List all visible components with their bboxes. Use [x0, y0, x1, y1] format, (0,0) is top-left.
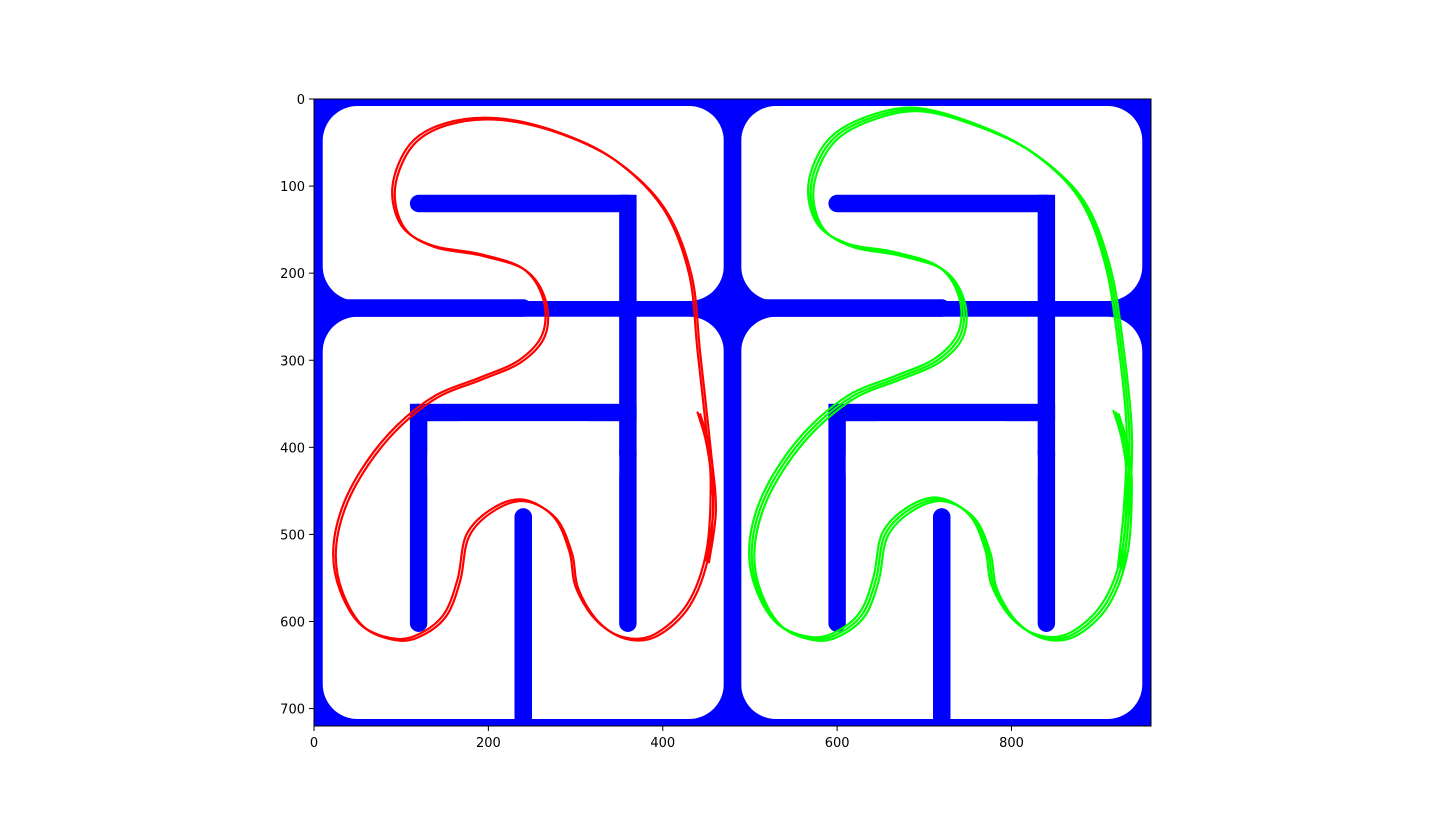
- trajectory-layer: [332, 106, 1134, 642]
- y-tick-label: 0: [297, 93, 305, 108]
- y-tick-label: 100: [280, 180, 305, 195]
- track-image: [314, 99, 1151, 726]
- wall-right-right-post: [1037, 194, 1056, 457]
- y-tick-label: 400: [280, 441, 305, 456]
- wall-right-center-post-top: [933, 508, 951, 726]
- trajectory-red-lap-2: [334, 118, 718, 642]
- wall-left-left-post: [409, 403, 428, 632]
- y-tick-label: 500: [280, 528, 305, 543]
- axes-frame: [313, 98, 1152, 727]
- x-tick-label: 800: [999, 736, 1024, 751]
- wall-right-left-post: [828, 403, 846, 632]
- x-tick-label: 600: [825, 736, 850, 751]
- y-tick-label: 600: [280, 616, 305, 631]
- trajectory-green-lap-2: [753, 110, 1134, 642]
- x-tick-label: 0: [310, 736, 318, 751]
- wall-left-top-bar: [409, 194, 637, 213]
- x-tick-label: 200: [476, 736, 501, 751]
- wall-right-right-post-lower: [1037, 442, 1056, 632]
- track-right-inner-room: [845, 421, 1038, 509]
- y-tick-label: 700: [280, 703, 305, 718]
- wall-right-mid-bar: [732, 299, 951, 317]
- wall-right-lower-bar: [828, 403, 1056, 422]
- track-left-inner-room: [427, 421, 620, 509]
- axis-ticks: 0 200 400 600 800 0 100 200 300 400 500 600 700: [280, 93, 1024, 751]
- wall-left-mid-bar: [314, 299, 532, 317]
- wall-left-right-post-lower: [619, 442, 637, 632]
- wall-center-divider: [723, 99, 742, 726]
- wall-left-center-post-top: [514, 508, 532, 726]
- wall-left-right-post: [619, 194, 637, 457]
- y-tick-label: 200: [280, 267, 305, 282]
- y-tick-label: 300: [280, 354, 305, 369]
- x-tick-label: 400: [650, 736, 675, 751]
- wall-left-lower-bar: [409, 403, 637, 422]
- wall-right-top-bar: [828, 194, 1056, 213]
- trajectory-green-lap-3: [747, 106, 1128, 639]
